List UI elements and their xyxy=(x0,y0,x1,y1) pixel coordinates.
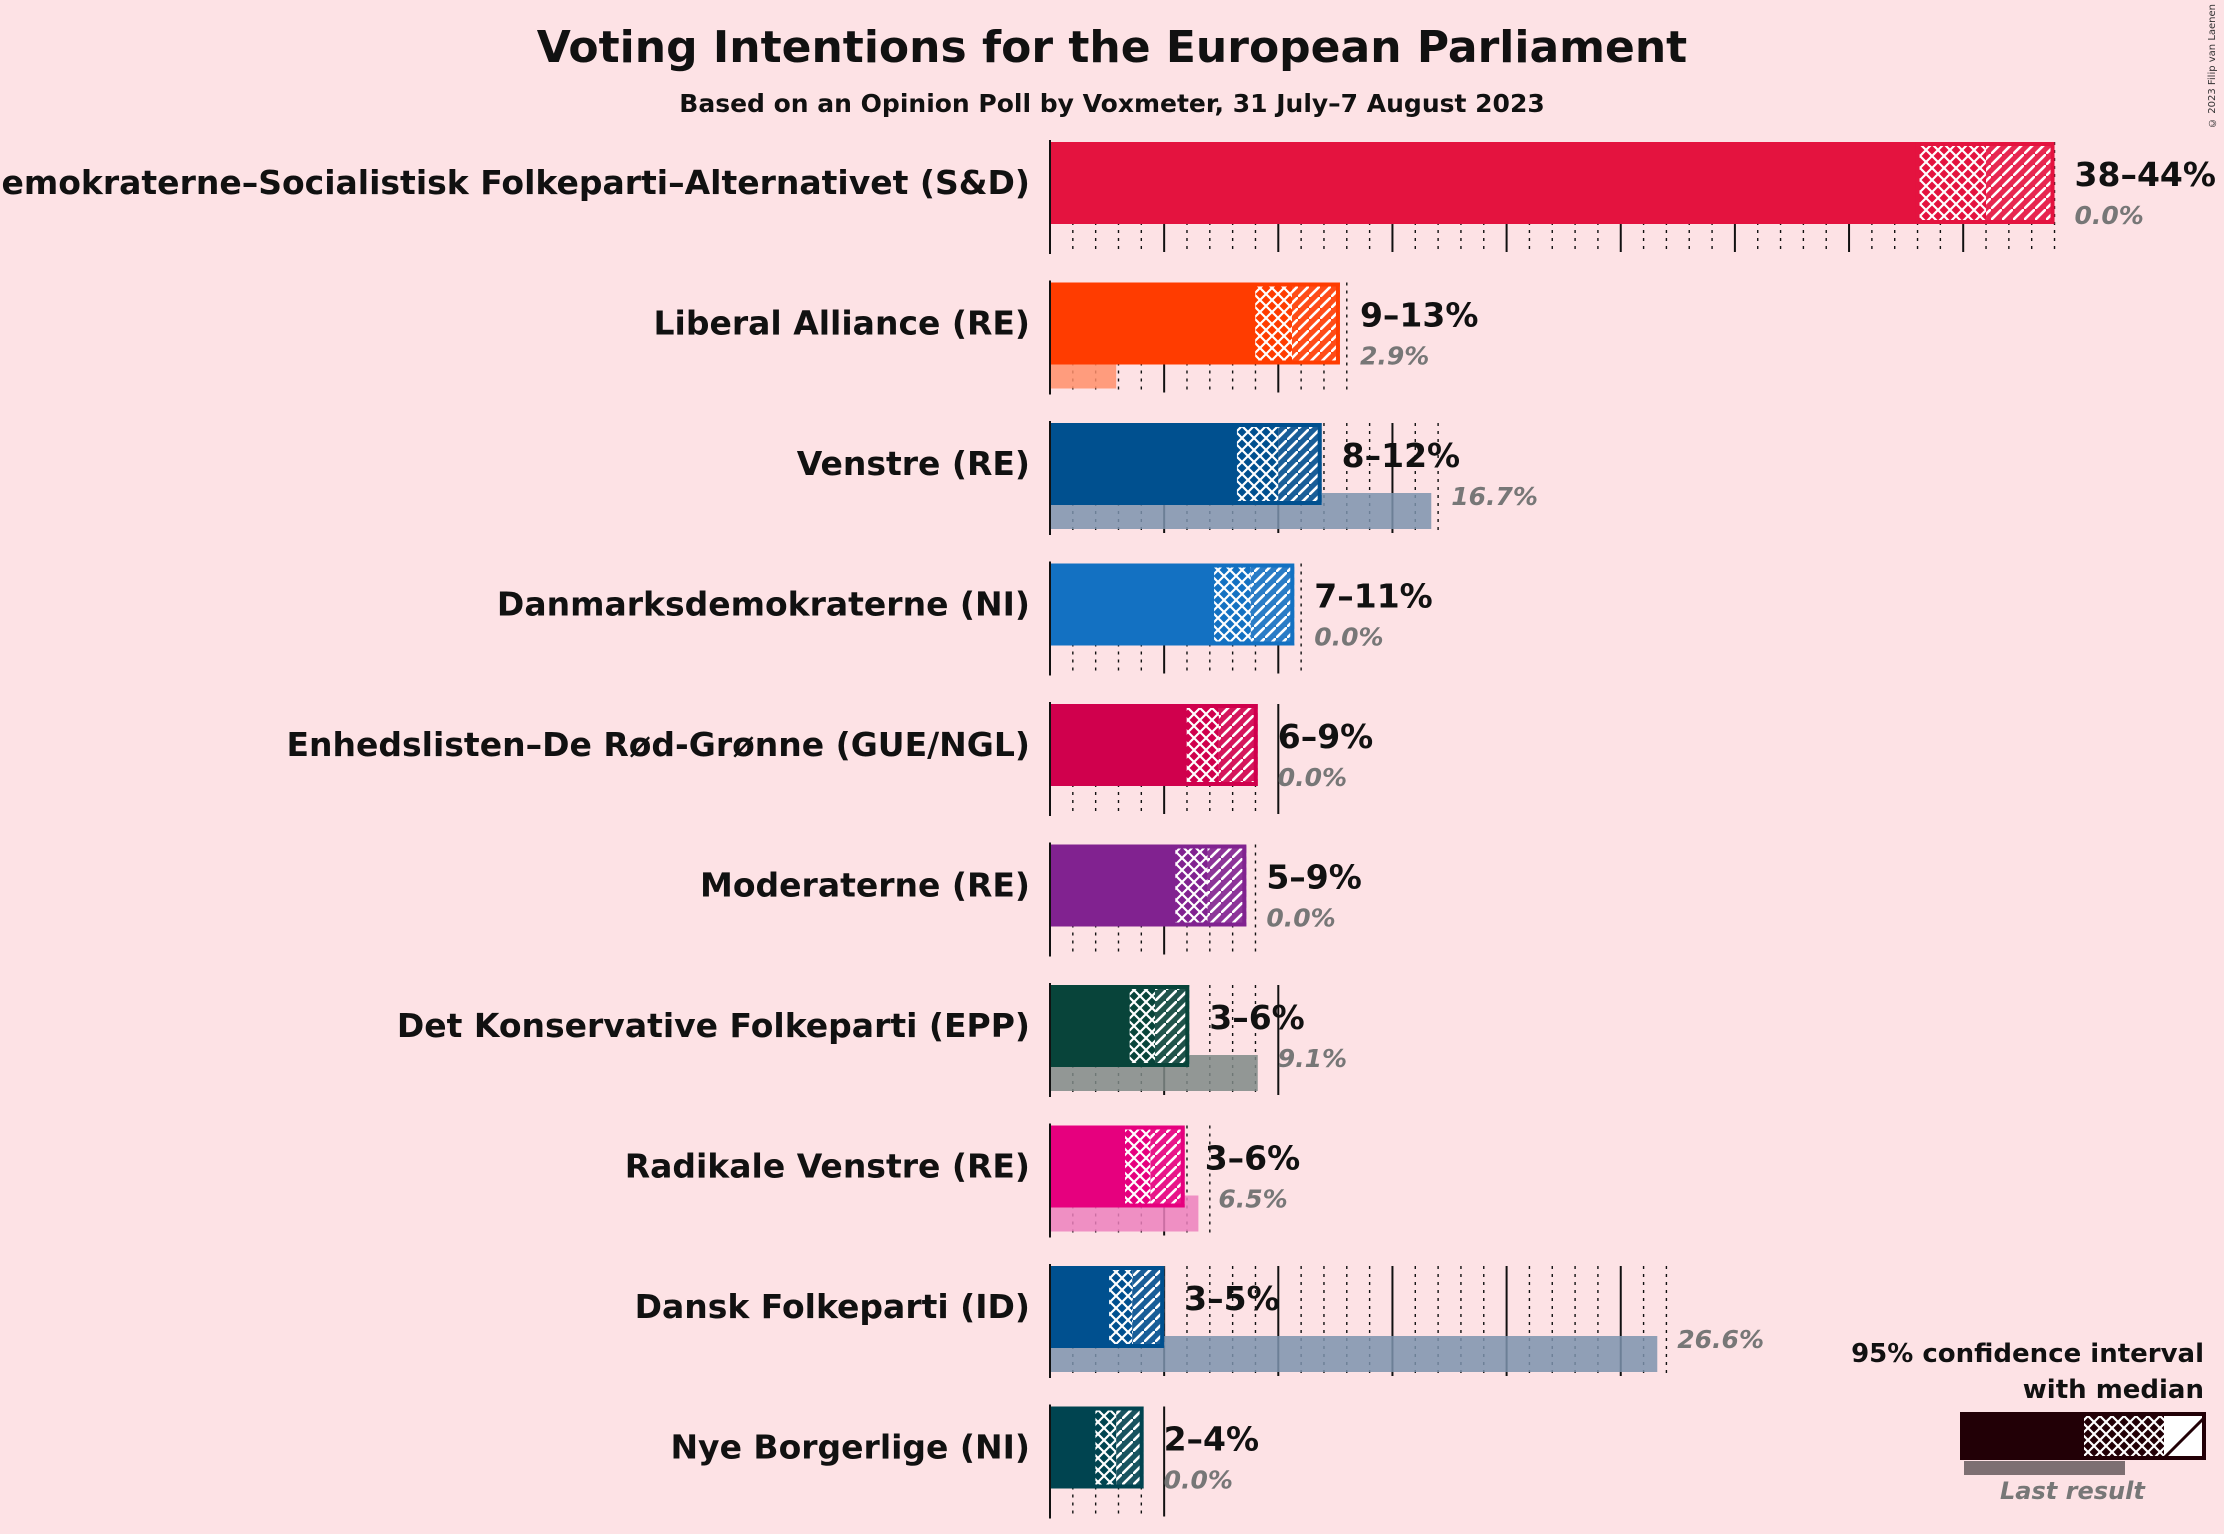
bar-solid xyxy=(1050,985,1128,1067)
bar-solid xyxy=(1050,563,1213,646)
bar-ci-outline xyxy=(1232,423,1322,505)
last-result-label: 0.0% xyxy=(1278,763,1347,792)
bar-ci-upper-pattern xyxy=(1116,1406,1144,1489)
bar-ci-lower-pattern xyxy=(1234,423,1279,505)
bar-ci-outline xyxy=(1171,844,1247,927)
category-label: Moderaterne (RE) xyxy=(700,866,1030,905)
legend-title-line1: 95% confidence interval xyxy=(1851,1339,2204,1369)
last-result-label: 26.6% xyxy=(1677,1325,1764,1354)
last-result-label: 0.0% xyxy=(1314,623,1383,652)
chart-subtitle: Based on an Opinion Poll by Voxmeter, 31… xyxy=(679,89,1545,118)
bar-ci-upper-pattern xyxy=(1986,142,2055,224)
bar-ci-outline xyxy=(1210,563,1295,646)
interval-label: 9–13% xyxy=(1360,296,1478,335)
last-result-label: 6.5% xyxy=(1218,1185,1287,1214)
interval-label: 6–9% xyxy=(1278,717,1374,756)
category-label: Liberal Alliance (RE) xyxy=(654,304,1030,343)
last-result-label: 2.9% xyxy=(1360,342,1429,371)
bar-ci-upper-pattern xyxy=(1132,1266,1165,1348)
bar-ci-outline xyxy=(1182,704,1258,786)
interval-label: 2–4% xyxy=(1164,1420,1260,1459)
bar-ci-outline xyxy=(1125,985,1190,1067)
bar-solid xyxy=(1050,844,1174,927)
bar-ci-outline xyxy=(1915,142,2055,224)
category-label: Det Konservative Folkeparti (EPP) xyxy=(397,1006,1030,1045)
interval-label: 3–6% xyxy=(1205,1139,1301,1178)
legend-title: 95% confidence interval with median xyxy=(1851,1336,2204,1408)
bar-ci-lower-pattern xyxy=(1253,282,1292,365)
bar-solid xyxy=(1050,704,1185,786)
bar-ci-lower-pattern xyxy=(1917,142,1987,224)
interval-label: 3–6% xyxy=(1209,998,1305,1037)
category-label: Radikale Venstre (RE) xyxy=(625,1147,1030,1186)
chart-title: Voting Intentions for the European Parli… xyxy=(536,22,1688,73)
bar-ci-upper-pattern xyxy=(1278,423,1322,505)
legend-title-line2: with median xyxy=(2022,1375,2204,1405)
last-result-label: 9.1% xyxy=(1278,1044,1347,1073)
last-result-label: 0.0% xyxy=(2075,201,2144,230)
legend-last-result-bar xyxy=(1964,1461,2125,1475)
category-label: Venstre (RE) xyxy=(797,444,1030,483)
bar-ci-upper-pattern xyxy=(1150,1125,1185,1208)
legend-last-result-label: Last result xyxy=(2000,1477,2145,1505)
bar-ci-upper-pattern xyxy=(1291,282,1340,365)
bar-ci-lower-pattern xyxy=(1107,1266,1133,1348)
bar-ci-lower-pattern xyxy=(1093,1406,1117,1489)
last-result-label: 0.0% xyxy=(1164,1466,1233,1495)
bar-solid xyxy=(1050,1406,1094,1489)
interval-label: 8–12% xyxy=(1342,436,1460,475)
last-result-label: 0.0% xyxy=(1266,904,1335,933)
interval-label: 5–9% xyxy=(1266,858,1362,897)
interval-label: 38–44% xyxy=(2075,155,2216,194)
bar-ci-outline xyxy=(1121,1125,1185,1208)
legend-swatch xyxy=(1960,1412,2206,1475)
bar-solid xyxy=(1050,282,1254,365)
bar-ci-upper-pattern xyxy=(1250,563,1295,646)
bar-ci-lower-pattern xyxy=(1212,563,1251,646)
bar-solid xyxy=(1050,1266,1108,1348)
bar-ci-upper-pattern xyxy=(1155,985,1190,1067)
interval-label: 3–5% xyxy=(1184,1279,1280,1318)
bar-ci-lower-pattern xyxy=(1173,844,1208,927)
bar-solid xyxy=(1050,142,1918,224)
bar-ci-lower-pattern xyxy=(1123,1125,1151,1208)
bar-ci-lower-pattern xyxy=(1184,704,1219,786)
last-result-label: 16.7% xyxy=(1451,482,1538,511)
bar-ci-outline xyxy=(1105,1266,1165,1348)
interval-label: 7–11% xyxy=(1314,577,1432,616)
legend-solid-part xyxy=(1962,1414,2084,1458)
bar-ci-outline xyxy=(1091,1406,1144,1489)
category-label: Danmarksdemokraterne (NI) xyxy=(497,585,1030,624)
bar-ci-lower-pattern xyxy=(1127,985,1156,1067)
bar-ci-outline xyxy=(1251,282,1340,365)
bar-solid xyxy=(1050,1125,1124,1208)
category-label: Dansk Folkeparti (ID) xyxy=(635,1287,1030,1326)
bar-ci-upper-pattern xyxy=(1218,704,1258,786)
category-label: Socialdemokraterne–Socialistisk Folkepar… xyxy=(0,163,1030,202)
bar-solid xyxy=(1050,423,1235,505)
category-label: Enhedslisten–De Rød-Grønne (GUE/NGL) xyxy=(286,725,1030,764)
bar-ci-upper-pattern xyxy=(1207,844,1247,927)
category-label: Nye Borgerlige (NI) xyxy=(670,1428,1030,1467)
